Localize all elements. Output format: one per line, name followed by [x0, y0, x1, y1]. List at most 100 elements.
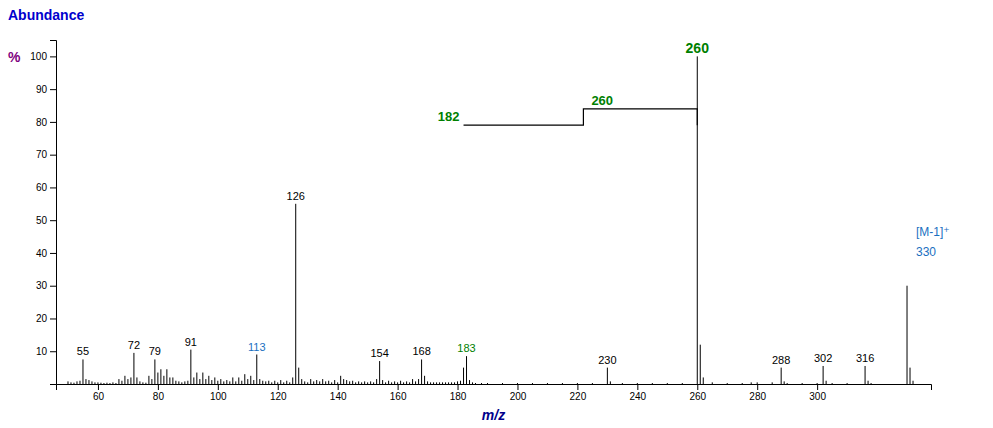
x-tick-label: 240	[629, 391, 646, 402]
peak	[394, 381, 395, 384]
peak	[742, 383, 743, 384]
peak	[406, 381, 407, 384]
peak	[67, 381, 68, 384]
x-tick-mark	[697, 384, 698, 390]
peak	[169, 377, 170, 384]
y-tick: 50	[36, 215, 56, 226]
y-tick-mark	[50, 220, 56, 221]
bracket-label: 182	[438, 109, 460, 124]
peak	[268, 381, 269, 384]
peak	[910, 368, 911, 384]
x-tick: 260	[689, 384, 706, 402]
peak	[346, 380, 347, 384]
peak	[181, 382, 182, 384]
x-tick-label: 80	[153, 391, 165, 402]
x-tick-label: 140	[330, 391, 347, 402]
peak	[367, 382, 368, 384]
peak-label: 316	[856, 352, 874, 364]
x-tick: 80	[153, 384, 165, 402]
x-tick: 120	[270, 384, 287, 402]
peak	[532, 383, 533, 384]
peak	[913, 381, 914, 384]
peak	[184, 381, 185, 384]
peak	[229, 381, 230, 384]
peak	[475, 383, 476, 384]
peak	[148, 376, 149, 384]
annotation: 330	[916, 245, 936, 259]
x-tick-label: 300	[809, 391, 826, 402]
y-tick-label: 40	[36, 248, 48, 259]
peak	[787, 383, 788, 384]
x-tick-label: 160	[390, 391, 407, 402]
peak	[319, 381, 320, 384]
peak	[403, 382, 404, 384]
peak	[466, 356, 467, 384]
peak	[817, 383, 818, 384]
peak	[262, 381, 263, 384]
peak	[577, 383, 578, 384]
peak	[271, 382, 272, 384]
peak	[451, 382, 452, 384]
peak	[436, 382, 437, 384]
peak	[712, 382, 713, 384]
peak	[832, 383, 833, 384]
peak	[280, 380, 281, 384]
peak	[289, 382, 290, 384]
peak	[379, 361, 380, 384]
peak	[223, 381, 224, 384]
peak	[781, 368, 782, 384]
peak	[637, 383, 638, 384]
x-tick-label: 200	[510, 391, 527, 402]
peak	[82, 359, 83, 384]
y-tick: 80	[36, 117, 56, 128]
x-tick-label: 280	[749, 391, 766, 402]
peak	[133, 353, 134, 384]
peak	[361, 382, 362, 384]
y-tick-mark	[50, 56, 56, 57]
peak	[202, 373, 203, 384]
peak	[421, 359, 422, 384]
peak	[238, 377, 239, 384]
peak	[295, 204, 296, 384]
peak	[304, 381, 305, 384]
peak	[307, 382, 308, 384]
peak	[106, 383, 107, 384]
peak	[208, 376, 209, 384]
y-tick-label: 90	[36, 84, 48, 95]
peak	[97, 382, 98, 384]
peak	[100, 383, 101, 384]
peak	[121, 381, 122, 384]
peak	[247, 379, 248, 384]
y-tick: 100	[30, 51, 56, 62]
y-tick: 70	[36, 149, 56, 160]
y-tick-mark	[50, 351, 56, 352]
peak	[73, 383, 74, 384]
peak	[91, 381, 92, 384]
peak	[667, 383, 668, 384]
peak	[244, 374, 245, 384]
x-tick-label: 120	[270, 391, 287, 402]
peak	[334, 380, 335, 384]
peak-label: 154	[370, 347, 388, 359]
y-tick-label: 100	[30, 51, 47, 62]
peak	[76, 381, 77, 384]
peak	[88, 380, 89, 384]
peak	[196, 373, 197, 384]
x-tick-mark	[637, 384, 638, 390]
y-tick-label: 80	[36, 117, 48, 128]
peak	[424, 376, 425, 384]
peak	[220, 379, 221, 384]
peak	[682, 383, 683, 384]
peak	[292, 377, 293, 384]
peak	[160, 369, 161, 384]
peak	[547, 383, 548, 384]
x-tick: 200	[510, 384, 527, 402]
peak	[868, 381, 869, 384]
peak	[409, 382, 410, 384]
peak	[826, 381, 827, 384]
peak	[301, 379, 302, 384]
peak	[430, 382, 431, 384]
peak	[70, 382, 71, 384]
peak	[784, 381, 785, 384]
peak	[400, 381, 401, 384]
